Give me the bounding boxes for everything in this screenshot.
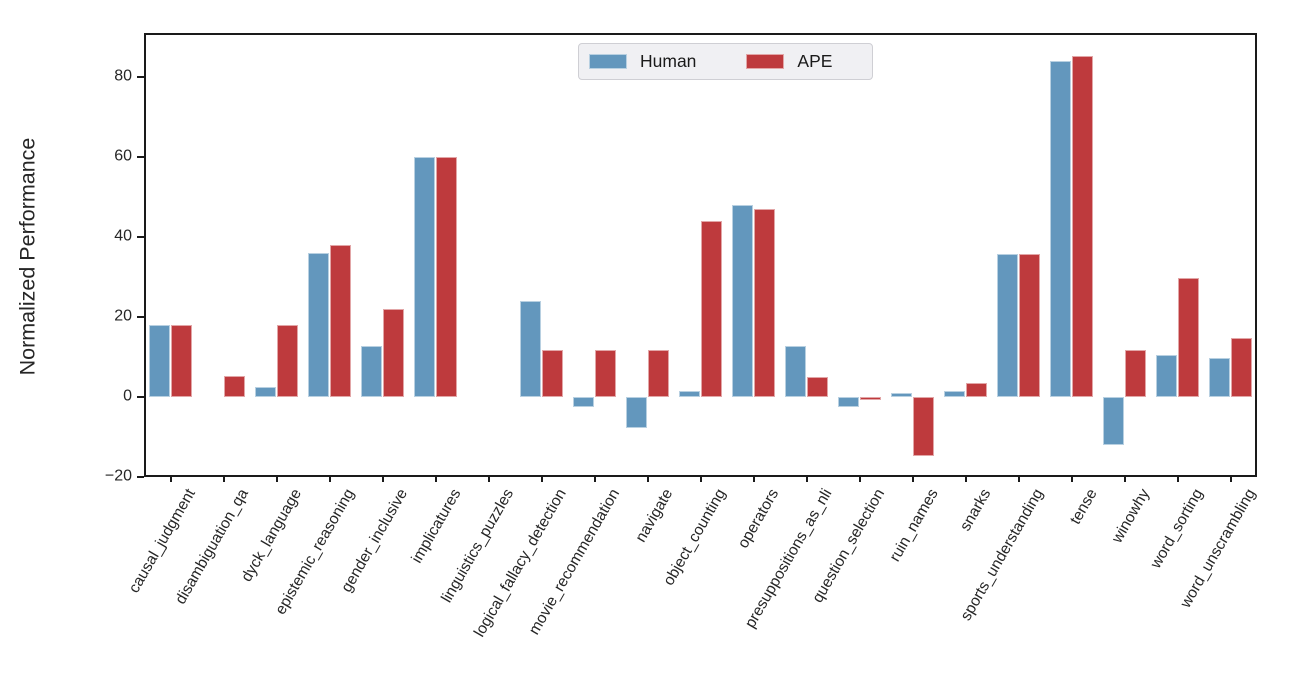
x-axis-tick [964, 477, 967, 482]
x-axis-tick [222, 477, 225, 482]
x-axis-tick [1070, 477, 1073, 482]
y-axis-tick [137, 156, 144, 159]
bar-ape-winowhy [1124, 350, 1146, 397]
x-axis-tick-label: ruin_names [886, 486, 942, 565]
x-axis-tick [275, 477, 278, 482]
y-axis-tick [137, 395, 144, 398]
y-axis-tick-label: −20 [104, 467, 132, 485]
x-axis-tick [858, 477, 861, 482]
x-axis-tick [699, 477, 702, 482]
bar-ape-navigate [647, 350, 669, 397]
bar-human-tense [1050, 60, 1072, 397]
x-axis-tick [1123, 477, 1126, 482]
x-axis-tick-label: word_sorting [1147, 486, 1207, 572]
y-axis-tick-label: 20 [114, 307, 132, 325]
bar-ape-implicatures [435, 156, 457, 397]
bar-human-word_unscrambling [1209, 358, 1231, 397]
x-axis-tick-label: navigate [632, 486, 677, 546]
x-axis-tick [646, 477, 649, 482]
legend-entry-ape: APE [746, 51, 832, 72]
human-series-swatch [589, 54, 627, 69]
x-axis-tick [487, 477, 490, 482]
bar-human-dyck_language [255, 386, 277, 397]
y-axis-tick [137, 76, 144, 79]
bar-human-object_counting [679, 390, 701, 397]
x-axis-tick-label: snarks [956, 486, 995, 535]
bar-human-epistemic_reasoning [308, 253, 330, 397]
x-axis-tick [540, 477, 543, 482]
bar-human-presuppositions_as_nli [785, 346, 807, 397]
x-axis-tick-label: winowhy [1108, 486, 1154, 546]
bar-human-snarks [944, 390, 966, 397]
bar-ape-presuppositions_as_nli [806, 376, 828, 397]
bar-ape-causal_judgment [170, 325, 192, 397]
y-axis-tick [137, 315, 144, 318]
bar-human-movie_recommendation [573, 396, 595, 407]
x-axis-tick [805, 477, 808, 482]
x-axis-tick [381, 477, 384, 482]
bar-human-word_sorting [1156, 355, 1178, 397]
bar-human-causal_judgment [149, 325, 171, 397]
legend-label-ape: APE [797, 51, 833, 71]
bar-human-gender_inclusive [361, 346, 383, 397]
bar-ape-operators [753, 209, 775, 397]
bar-human-implicatures [414, 156, 436, 397]
y-axis-tick [137, 236, 144, 239]
legend: Human APE [578, 43, 873, 80]
bar-human-winowhy [1103, 396, 1125, 446]
legend-label-human: Human [640, 51, 697, 71]
x-axis-tick [1229, 477, 1232, 482]
x-axis-tick-label: operators [734, 486, 783, 552]
bar-ape-gender_inclusive [382, 309, 404, 397]
ape-series-swatch [746, 54, 785, 69]
bar-ape-logical_fallacy_detection [541, 350, 563, 397]
bar-human-sports_understanding [997, 253, 1019, 397]
x-axis-tick [593, 477, 596, 482]
bar-ape-tense [1071, 55, 1093, 397]
x-axis-tick-label: logical_fallacy_detection [471, 486, 571, 641]
x-axis-tick [434, 477, 437, 482]
bar-ape-question_selection [859, 396, 881, 401]
y-axis-tick-label: 60 [114, 147, 132, 165]
bar-human-logical_fallacy_detection [520, 300, 542, 397]
y-axis-tick-label: 40 [114, 227, 132, 245]
bar-ape-word_unscrambling [1230, 337, 1252, 397]
y-axis-tick [137, 475, 144, 478]
x-axis-tick-label: implicatures [408, 486, 465, 567]
y-axis-tick-label: 80 [114, 67, 132, 85]
bar-human-navigate [626, 396, 648, 429]
x-axis-tick [911, 477, 914, 482]
bar-ape-ruin_names [912, 396, 934, 457]
x-axis-tick [1176, 477, 1179, 482]
x-axis-tick-label: tense [1066, 486, 1101, 528]
bar-ape-snarks [965, 382, 987, 397]
bar-ape-dyck_language [276, 325, 298, 397]
y-axis-tick-label: 0 [123, 387, 132, 405]
x-axis-tick [328, 477, 331, 482]
bar-ape-epistemic_reasoning [329, 245, 351, 397]
x-axis-tick [169, 477, 172, 482]
bar-ape-movie_recommendation [594, 350, 616, 397]
y-axis-label: Normalized Performance [15, 137, 40, 376]
x-axis-tick [1017, 477, 1020, 482]
bar-human-operators [732, 205, 754, 397]
bar-ape-object_counting [700, 220, 722, 397]
bar-human-ruin_names [891, 392, 913, 397]
legend-entry-human: Human [589, 51, 696, 72]
bar-ape-disambiguation_qa [223, 375, 245, 397]
x-axis-tick [752, 477, 755, 482]
bar-ape-word_sorting [1177, 278, 1199, 397]
bar-human-question_selection [838, 396, 860, 407]
bar-ape-sports_understanding [1018, 253, 1040, 397]
